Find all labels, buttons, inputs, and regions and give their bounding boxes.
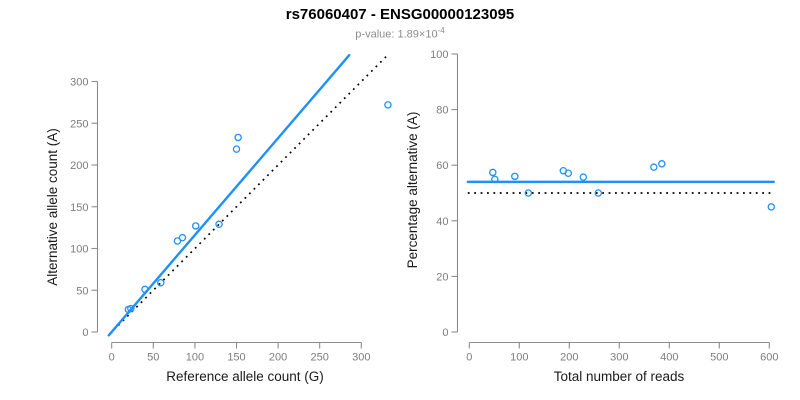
fit-line	[107, 53, 351, 337]
x-tick-label: 300	[352, 352, 370, 364]
plot-title: rs76060407 - ENSG00000123095	[285, 6, 515, 23]
data-point	[141, 285, 149, 294]
x-tick-label: 250	[311, 352, 329, 364]
data-point	[157, 278, 165, 287]
x-tick-label: 400	[660, 352, 678, 364]
data-point	[173, 237, 182, 245]
y-tick-label: 150	[70, 202, 88, 214]
data-point	[658, 160, 666, 168]
plot-subtitle: p-value: 1.89×10-4	[0, 26, 800, 41]
data-point	[178, 233, 187, 242]
x-tick-label: 150	[227, 352, 245, 364]
x-tick-label: 300	[610, 352, 628, 364]
y-tick-label: 250	[70, 118, 88, 130]
y-tick-label: 40	[436, 216, 448, 228]
y-tick-label: 0	[82, 327, 88, 339]
data-point	[191, 222, 200, 230]
x-tick-label: 200	[560, 352, 578, 364]
x-tick-label: 50	[147, 352, 159, 364]
x-axis-label: Total number of reads	[554, 369, 685, 384]
data-point	[489, 168, 497, 177]
y-tick-label: 60	[436, 160, 448, 172]
x-tick-label: 500	[710, 352, 728, 364]
p-value-text: p-value: 1.89×10	[355, 28, 438, 41]
y-tick-label: 20	[436, 271, 448, 283]
data-point	[594, 189, 603, 197]
y-tick-label: 200	[70, 160, 88, 172]
p-value-exponent: -4	[437, 26, 445, 35]
x-tick-label: 100	[510, 352, 528, 364]
x-tick-label: 200	[269, 352, 287, 364]
y-tick-label: 300	[70, 77, 88, 89]
data-point	[767, 203, 776, 211]
data-point	[215, 220, 223, 229]
data-point	[234, 133, 242, 142]
y-tick-label: 100	[70, 244, 88, 256]
x-tick-label: 0	[109, 352, 115, 364]
x-tick-label: 0	[466, 352, 472, 364]
data-point	[491, 175, 499, 184]
identity-line	[108, 55, 388, 336]
data-point	[127, 304, 135, 313]
data-point	[524, 189, 533, 197]
y-tick-label: 80	[436, 105, 448, 117]
y-axis-label: Percentage alternative (A)	[405, 112, 420, 269]
x-axis-label: Reference allele count (G)	[166, 369, 324, 384]
data-point	[511, 172, 519, 181]
data-point	[564, 169, 573, 178]
data-point	[384, 101, 392, 109]
x-tick-label: 600	[760, 352, 778, 364]
data-point	[579, 173, 588, 181]
y-axis-label: Alternative allele count (A)	[45, 128, 60, 286]
y-tick-label: 0	[442, 327, 448, 339]
percentage-scatter: 0 20 40 60 80 100 0 100 200 300 400 500 600 Total num…	[405, 49, 778, 384]
y-tick-label: 50	[76, 285, 88, 297]
data-point	[232, 145, 241, 153]
data-point	[650, 163, 658, 171]
x-tick-label: 100	[186, 352, 204, 364]
allele-count-scatter: 0 50 100 150 200 250 300 0 50 100 150 200 250 300 Refe…	[45, 53, 392, 384]
y-tick-label: 100	[430, 49, 448, 61]
